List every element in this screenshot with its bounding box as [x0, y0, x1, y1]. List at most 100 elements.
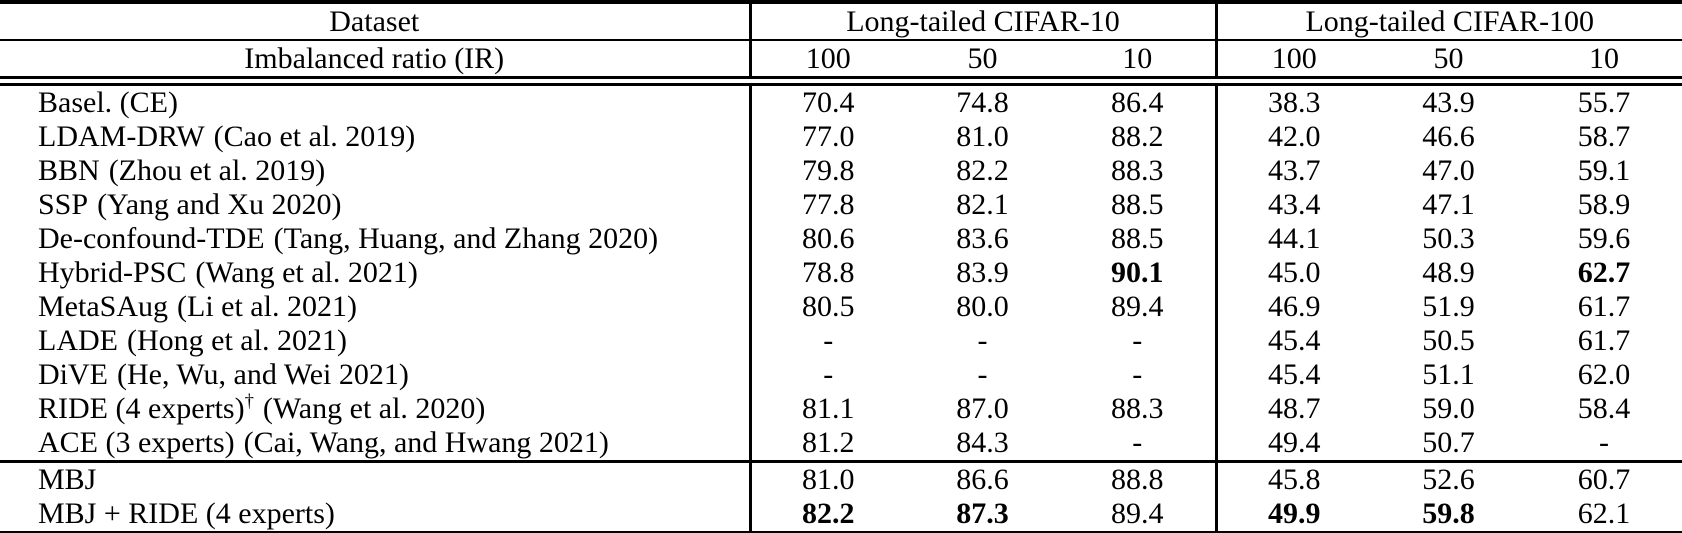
method-citation: (Tang, Huang, and Zhang 2020)	[273, 222, 659, 255]
value-cell: 90.1	[1111, 256, 1164, 289]
value-cell: 89.4	[1111, 497, 1164, 530]
value-cell: 78.8	[748, 256, 905, 290]
value-cell: 44.1	[1214, 222, 1372, 256]
method-name: RIDE (4 experts)	[38, 392, 245, 425]
ir-tick: 50	[905, 40, 1060, 86]
value-cell: 49.4	[1214, 426, 1372, 463]
value-cell: 77.0	[748, 120, 905, 154]
value-cell: 61.7	[1577, 290, 1631, 323]
table-row: Basel. (CE) 70.4 74.8 86.4 38.3 43.9 55.…	[0, 81, 1682, 120]
table-row: LADE (Hong et al. 2021) - - - 45.4 50.5 6…	[0, 324, 1682, 358]
value-cell: -	[748, 358, 905, 392]
method-cell: De-confound-TDE (Tang, Huang, and Zhang 2…	[0, 222, 750, 256]
value-cell: 38.3	[1214, 81, 1372, 120]
header-group-cifar10: Long-tailed CIFAR-10	[748, 2, 1217, 41]
method-cell: LADE (Hong et al. 2021)	[0, 324, 750, 358]
header-row-dataset: Dataset Long-tailed CIFAR-10 Long-tailed…	[0, 2, 1682, 41]
method-cell: MBJ	[0, 462, 750, 498]
value-cell: 62.0	[1577, 358, 1631, 391]
value-cell: -	[748, 324, 905, 358]
value-cell: 59.8	[1422, 497, 1475, 530]
method-cell: BBN (Zhou et al. 2019)	[0, 154, 750, 188]
method-cell: Basel. (CE)	[0, 81, 750, 120]
method-citation: (Wang et al. 2020)	[262, 392, 486, 425]
value-cell: 83.6	[956, 222, 1009, 255]
value-cell: 84.3	[905, 426, 1060, 463]
header-ir-label: Imbalanced ratio (IR)	[0, 40, 750, 86]
table-row: MetaSAug (Li et al. 2021) 80.5 80.0 89.4 …	[0, 290, 1682, 324]
value-cell: 83.9	[956, 256, 1009, 289]
value-cell: 45.8	[1214, 461, 1372, 497]
dagger-mark: †	[244, 392, 254, 412]
method-cell: LDAM-DRW (Cao et al. 2019)	[0, 120, 750, 154]
value-cell: 45.0	[1214, 256, 1372, 290]
header-group-cifar100: Long-tailed CIFAR-100	[1214, 2, 1682, 41]
value-cell: 50.7	[1371, 426, 1527, 463]
value-cell: 86.4	[1111, 86, 1164, 119]
value-cell: 58.7	[1577, 120, 1631, 153]
value-cell: -	[1132, 324, 1143, 357]
table-row: LDAM-DRW (Cao et al. 2019) 77.0 81.0 88.2…	[0, 120, 1682, 154]
value-cell: 52.6	[1422, 463, 1475, 496]
method-citation: (Zhou et al. 2019)	[108, 154, 326, 187]
method-name: De-confound-TDE	[38, 222, 265, 255]
value-cell: 74.8	[956, 86, 1009, 119]
value-cell: -	[977, 358, 988, 391]
value-cell: 88.3	[1111, 392, 1164, 425]
method-citation: (Yang and Xu 2020)	[97, 188, 342, 221]
method-citation: (Wang et al. 2021)	[195, 256, 418, 289]
value-cell: 48.9	[1422, 256, 1475, 289]
value-cell: 47.0	[1422, 154, 1475, 187]
method-name: MetaSAug	[38, 290, 168, 323]
method-name: Basel. (CE)	[38, 86, 178, 119]
value-cell: 43.7	[1214, 154, 1372, 188]
value-cell: -	[1132, 358, 1143, 391]
method-cell: ACE (3 experts) (Cai, Wang, and Hwang 202…	[0, 426, 750, 463]
ir-tick: 100	[1214, 40, 1372, 86]
method-cell: DiVE (He, Wu, and Wei 2021)	[0, 358, 750, 392]
value-cell: 46.6	[1422, 120, 1475, 153]
value-cell: 88.3	[1111, 154, 1164, 187]
ir-tick: 10	[1060, 40, 1217, 86]
value-cell: 51.9	[1422, 290, 1475, 323]
table-row: SSP (Yang and Xu 2020) 77.8 82.1 88.5 43.…	[0, 188, 1682, 222]
value-cell: 82.2	[956, 154, 1009, 187]
value-cell: 59.6	[1577, 222, 1631, 255]
ir-tick: 100	[748, 40, 905, 86]
value-cell: 70.4	[748, 81, 905, 120]
method-name: MBJ + RIDE (4 experts)	[38, 497, 335, 530]
value-cell: 81.0	[748, 461, 905, 497]
table-row: MBJ 81.0 86.6 88.8 45.8 52.6 60.7	[0, 461, 1682, 498]
ir-tick: 10	[1526, 40, 1682, 86]
method-citation: (He, Wu, and Wei 2021)	[117, 358, 409, 391]
value-cell: 50.3	[1422, 222, 1475, 255]
method-name: MBJ	[38, 463, 97, 496]
value-cell: 46.9	[1214, 290, 1372, 324]
table-row: ACE (3 experts) (Cai, Wang, and Hwang 202…	[0, 426, 1682, 463]
method-name: SSP	[38, 188, 89, 221]
value-cell: 80.5	[748, 290, 905, 324]
value-cell: 58.4	[1577, 392, 1631, 425]
value-cell: 43.9	[1422, 86, 1475, 119]
value-cell: 59.1	[1577, 154, 1631, 187]
value-cell: 88.5	[1111, 222, 1164, 255]
value-cell: -	[1526, 426, 1682, 463]
method-name: ACE (3 experts)	[38, 426, 235, 459]
ir-tick: 50	[1371, 40, 1527, 86]
value-cell: 87.3	[956, 497, 1009, 530]
table-row: MBJ + RIDE (4 experts) 82.2 87.3 89.4 49…	[0, 497, 1682, 533]
method-cell: MBJ + RIDE (4 experts)	[0, 497, 750, 533]
value-cell: 45.4	[1214, 324, 1372, 358]
table-row: De-confound-TDE (Tang, Huang, and Zhang 2…	[0, 222, 1682, 256]
value-cell: 88.2	[1111, 120, 1164, 153]
value-cell: 62.1	[1577, 497, 1631, 530]
value-cell: 82.2	[748, 497, 905, 533]
method-cell: MetaSAug (Li et al. 2021)	[0, 290, 750, 324]
value-cell: 60.7	[1577, 463, 1631, 496]
method-citation: (Cao et al. 2019)	[213, 120, 416, 153]
value-cell: 47.1	[1422, 188, 1475, 221]
method-citation: (Hong et al. 2021)	[126, 324, 347, 357]
value-cell: 88.5	[1111, 188, 1164, 221]
header-row-ir: Imbalanced ratio (IR) 100 50 10 100 50 1…	[0, 40, 1682, 86]
